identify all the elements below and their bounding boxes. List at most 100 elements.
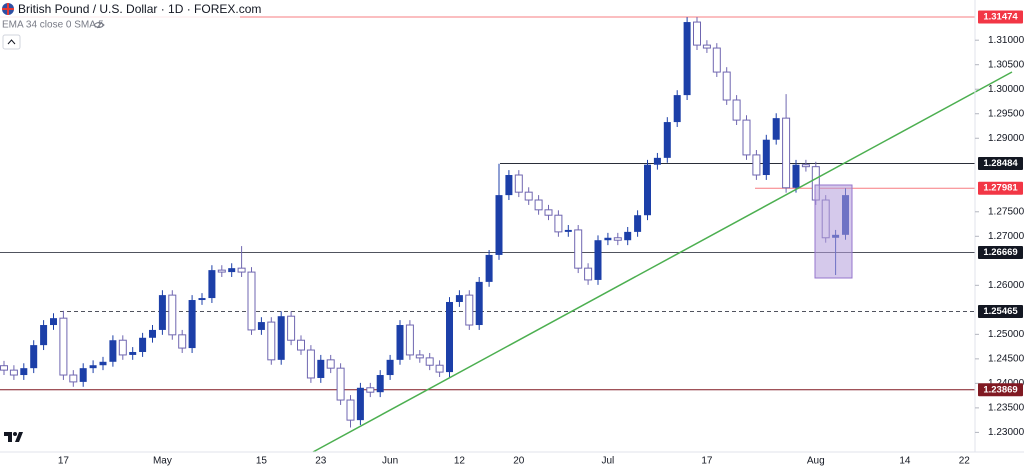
y-tick-label: 1.23000 [988, 427, 1024, 438]
x-tick-label: 17 [701, 456, 713, 467]
candle-body [475, 281, 483, 326]
candle-body [297, 339, 305, 351]
candle-body [287, 315, 296, 341]
candle-body [693, 21, 701, 46]
candle-body [792, 164, 800, 188]
candle-body [40, 325, 48, 346]
x-tick-label: 15 [256, 456, 268, 467]
y-tick-label: 1.30500 [988, 59, 1024, 70]
indicator-label: EMA 34 close 0 SMA 5 [2, 20, 104, 31]
candle-body [247, 271, 256, 331]
candle-body [712, 47, 721, 73]
candle-body [644, 164, 651, 216]
level-label: 1.23869 [983, 384, 1017, 395]
candle-body [653, 157, 661, 165]
level-label-bg [978, 305, 1023, 319]
candle-body [613, 237, 622, 241]
candle-body [702, 44, 711, 49]
plot-area [0, 16, 975, 428]
visibility-icon[interactable] [93, 21, 105, 29]
candle-body [742, 119, 751, 156]
candle-body [30, 345, 38, 369]
x-tick-label: 14 [899, 456, 911, 467]
candle-body [544, 209, 553, 216]
candle-body [376, 375, 384, 393]
candle-body [129, 351, 137, 355]
trend-line [312, 71, 1013, 453]
candle-body [158, 295, 166, 330]
candle-body [208, 270, 216, 299]
highlight-box [814, 184, 853, 279]
candle-body [524, 191, 533, 201]
level-label-bg [978, 383, 1023, 397]
candle-body [99, 361, 107, 366]
x-tick-label: 12 [454, 456, 466, 467]
candle-body [9, 369, 18, 376]
candle-body [59, 317, 68, 376]
logo-mark [4, 432, 23, 442]
y-tick-label: 1.23500 [988, 403, 1024, 414]
candle-body [584, 267, 593, 281]
candle-body [772, 118, 780, 140]
candle-body [801, 164, 810, 168]
candle-body [564, 229, 572, 232]
x-tick-label: 22 [959, 456, 971, 467]
candle-body [139, 337, 147, 352]
level-label: 1.27981 [983, 183, 1018, 194]
level-label-bg [978, 181, 1023, 195]
candle-body [554, 214, 563, 233]
level-label: 1.26669 [983, 247, 1017, 258]
candle-body [435, 364, 444, 373]
level-label-bg [978, 10, 1023, 24]
candle-body [118, 339, 127, 356]
candle-body [346, 399, 355, 421]
candle-body [366, 387, 375, 393]
candle-body [425, 357, 434, 366]
candle-body [663, 122, 671, 158]
candle-body [673, 95, 681, 123]
candle-body [752, 154, 761, 176]
header: British Pound / U.S. Dollar · 1D · FOREX… [0, 0, 261, 50]
candle-body [594, 240, 602, 280]
candle-body [732, 99, 741, 121]
candle-body [69, 374, 78, 383]
candle-body [485, 254, 493, 282]
level-label: 1.28484 [983, 158, 1018, 169]
candle-body [405, 324, 414, 356]
y-tick-label: 1.24500 [988, 353, 1024, 364]
candle-body [495, 195, 503, 255]
candle-body [20, 368, 28, 376]
y-tick-label: 1.30000 [988, 84, 1024, 95]
x-tick-label: Aug [807, 456, 825, 467]
x-tick-label: Jul [602, 456, 615, 467]
candle-body [604, 237, 612, 241]
candle-body [50, 318, 57, 326]
candle-body [762, 139, 770, 176]
candle-body [534, 199, 543, 211]
y-tick-label: 1.31000 [988, 35, 1024, 46]
candle-body [79, 368, 87, 382]
candle-body [356, 387, 364, 421]
candle-body [198, 298, 206, 301]
candle-body [514, 174, 523, 193]
collapse-button[interactable] [2, 34, 21, 50]
candle-body [336, 367, 345, 401]
candle-body [168, 294, 177, 336]
candle-body [782, 117, 791, 189]
symbol-icon-cross [2, 3, 14, 15]
y-tick-label: 1.29500 [988, 108, 1024, 119]
x-tick-label: 20 [513, 456, 525, 467]
axes: 1.31000 1.30500 1.30000 1.29500 1.29000 1.275… [58, 10, 1024, 467]
candle-body [505, 175, 513, 196]
candle-body [396, 325, 404, 360]
y-tick-label: 1.25000 [988, 329, 1024, 340]
candle-body [317, 359, 325, 378]
candle-body [149, 329, 156, 338]
candle-body [277, 316, 285, 360]
candle-body [455, 295, 463, 302]
level-label-bg [978, 157, 1023, 171]
candle-body [415, 354, 424, 359]
level-label-bg [978, 246, 1023, 260]
